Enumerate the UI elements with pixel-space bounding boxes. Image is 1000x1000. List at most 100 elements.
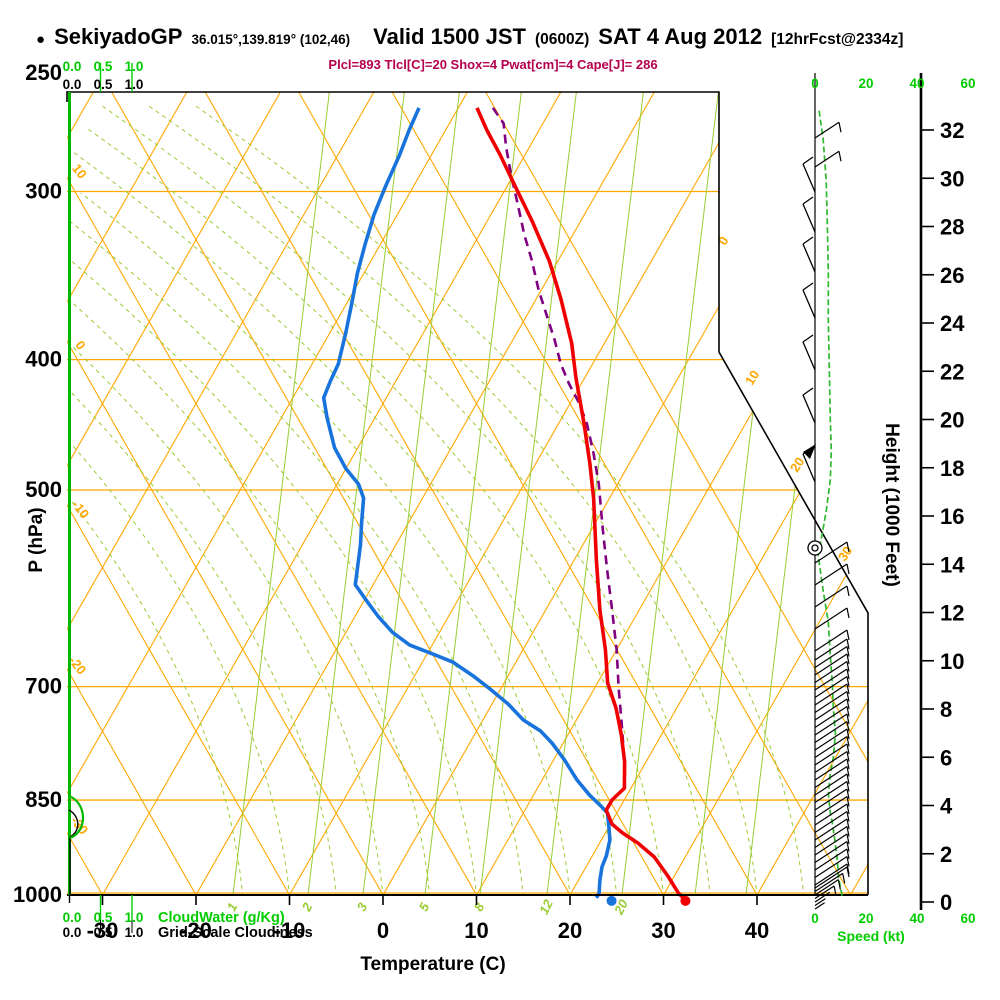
wind-barb <box>802 394 816 424</box>
isotherm-line <box>67 92 468 895</box>
wind-barb-feather <box>846 788 850 800</box>
height-tick-label: 26 <box>940 263 964 288</box>
isotherm-label: 30 <box>835 544 855 564</box>
pressure-tick-label: 700 <box>25 674 62 699</box>
wind-barb <box>814 891 831 903</box>
moist-adiabat-line <box>68 258 478 895</box>
wind-barb-feather <box>846 811 850 822</box>
pressure-tick-label: 400 <box>25 347 62 372</box>
height-tick-label: 0 <box>940 890 952 915</box>
height-tick-label: 32 <box>940 118 964 143</box>
wind-barb <box>802 163 816 193</box>
wind-panel <box>802 110 850 910</box>
isotherm-line <box>67 92 375 895</box>
mixing-ratio-line <box>621 92 719 895</box>
wind-speed-curve <box>817 110 844 898</box>
wind-barb-feather <box>846 766 850 777</box>
wind-barb <box>814 885 835 900</box>
pressure-tick-label: 850 <box>25 787 62 812</box>
wind-barb-feather <box>846 653 850 665</box>
isotherm-line <box>755 92 868 895</box>
mixing-ratio-line <box>307 92 405 895</box>
wind-barb <box>814 638 848 661</box>
wind-barb-feather <box>846 743 850 755</box>
wind-barb <box>814 833 848 856</box>
wind-barb-feather <box>842 873 846 884</box>
cloudwater-profile <box>68 794 85 840</box>
wind-barb-feather <box>802 387 814 396</box>
moist-adiabat-line <box>67 214 524 895</box>
cloudiness-scale-bottom: 0.5 <box>94 925 113 940</box>
height-tick-label: 4 <box>940 794 953 819</box>
wind-barb <box>814 735 848 759</box>
speed-tick-label-top: 0 <box>811 76 819 91</box>
speed-tick-label-top: 40 <box>909 76 924 91</box>
temperature-tick-label: 20 <box>558 918 582 943</box>
wind-barb <box>814 668 848 691</box>
isotherm-line <box>381 92 842 895</box>
isotherm-line <box>661 92 868 895</box>
wind-barb-feather <box>846 629 850 641</box>
wind-barb <box>814 810 848 834</box>
wind-barb-feather <box>838 151 842 162</box>
station-coords: 36.015°,139.819° (102,46) <box>191 32 351 47</box>
wind-barb <box>814 690 848 714</box>
wind-barb <box>814 629 848 652</box>
temperature-tick-label: 40 <box>745 918 769 943</box>
wind-barb <box>802 453 816 483</box>
height-tick-label: 30 <box>940 166 964 191</box>
parcel-path-curve <box>491 107 625 744</box>
wind-barb <box>814 713 848 736</box>
height-tick-label: 20 <box>940 408 964 433</box>
moist-adiabat-line <box>68 148 618 895</box>
sounding-curves <box>321 107 691 906</box>
height-tick-label: 28 <box>940 215 964 240</box>
speed-tick-label-bottom: 0 <box>811 911 819 926</box>
wind-barb <box>814 780 848 804</box>
height-tick-label: 8 <box>940 697 952 722</box>
wind-barb <box>814 675 848 699</box>
isotherm-line <box>848 92 868 895</box>
isotherm-line <box>568 92 868 895</box>
wind-barb-feather <box>846 751 850 762</box>
mixing-ratio-line <box>479 92 577 895</box>
station-name: SekiyadoGP <box>54 24 183 49</box>
moist-adiabat-line <box>72 346 384 895</box>
height-tick-label: 12 <box>940 601 964 626</box>
height-axis-title: Height (1000 Feet) <box>881 423 902 587</box>
temperature-tick-label: -20 <box>180 918 212 943</box>
wind-barb-feather <box>838 122 842 133</box>
wind-barb <box>814 879 839 896</box>
wind-barb-feather <box>846 691 850 702</box>
wind-barb <box>814 788 848 811</box>
moist-adiabat-line <box>69 390 337 895</box>
wind-barb-feather <box>846 563 850 575</box>
wind-barb-feather <box>846 607 850 619</box>
wind-barb <box>814 743 848 766</box>
forecast-tag: [12hrFcst@2334z] <box>771 31 904 48</box>
wind-barb <box>814 720 848 744</box>
parameter-line: Plcl=893 Tlcl[C]=20 Shox=4 Pwat[cm]=4 Ca… <box>328 57 658 72</box>
plot-border <box>66 91 869 895</box>
speed-tick-label-bottom: 40 <box>909 911 924 926</box>
cloudiness-scale-top: 0.5 <box>94 77 113 92</box>
cloudiness-scale-bottom: 1.0 <box>125 925 144 940</box>
wind-barb <box>814 563 848 586</box>
wind-barb-feather <box>846 683 850 695</box>
cloudwater-scale-bottom: 1.0 <box>125 910 144 925</box>
cloudwater-scale-top: 0.0 <box>63 59 82 74</box>
moist-adiabat-line <box>71 500 244 895</box>
wind-barb <box>814 803 848 826</box>
height-tick-label: 14 <box>940 552 965 577</box>
speed-tick-label-bottom: 60 <box>960 911 975 926</box>
wind-barb-feather <box>846 585 850 597</box>
surface-dewpoint-dot <box>606 895 617 906</box>
moist-adiabat-line <box>194 104 805 895</box>
mixing-ratio-label: 5 <box>416 900 433 914</box>
cloudwater-scale-top: 0.5 <box>94 59 113 74</box>
isotherm-line <box>100 92 562 895</box>
height-tick-label: 18 <box>940 456 964 481</box>
wind-barb-feather <box>846 668 850 680</box>
